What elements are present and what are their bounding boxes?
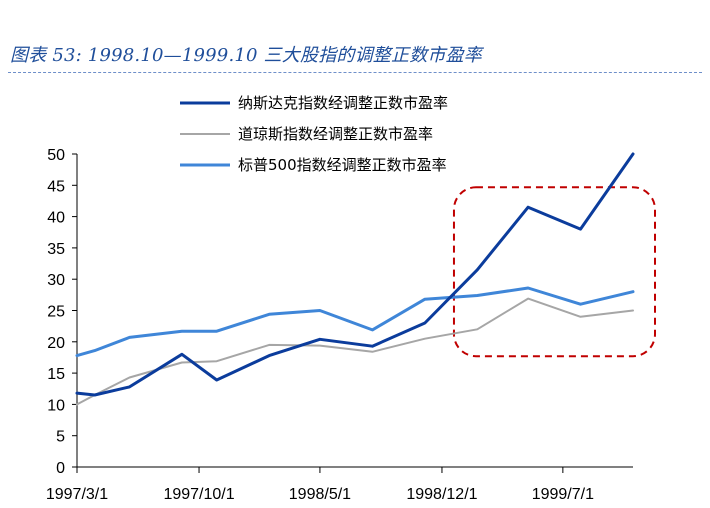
figure-title: 图表 53: 1998.10—1999.10 三大股指的调整正数市盈率 xyxy=(10,45,483,66)
series-layer xyxy=(75,152,635,406)
series-line-2 xyxy=(75,286,635,358)
annotation-layer xyxy=(452,186,657,358)
y-tick-label: 45 xyxy=(47,178,65,195)
legend-label: 道琼斯指数经调整正数市盈率 xyxy=(238,125,433,143)
x-tick-label: 1998/5/1 xyxy=(289,486,351,503)
y-tick-label: 15 xyxy=(47,366,65,383)
y-tick-label: 5 xyxy=(56,429,65,446)
y-tick-label: 40 xyxy=(47,210,65,227)
y-tick-label: 0 xyxy=(56,460,65,477)
y-tick-label: 10 xyxy=(47,397,65,414)
legend: 纳斯达克指数经调整正数市盈率道琼斯指数经调整正数市盈率标普500指数经调整正数市… xyxy=(180,94,448,174)
y-tick-label: 25 xyxy=(47,304,65,321)
x-tick-label: 1998/12/1 xyxy=(406,486,477,503)
y-tick-label: 20 xyxy=(47,335,65,352)
y-tick-label: 35 xyxy=(47,241,65,258)
x-tick-label: 1997/10/1 xyxy=(163,486,234,503)
axes-layer: 0 5 10 15 20 25 30 35 40 45 50 1997/3/1 1997/10/1 199… xyxy=(46,147,633,503)
series-line-0 xyxy=(75,152,635,397)
x-tick-label: 1999/7/1 xyxy=(532,486,594,503)
legend-label: 标普500指数经调整正数市盈率 xyxy=(238,156,447,174)
series-line-1 xyxy=(76,297,634,406)
title-divider xyxy=(8,72,702,73)
x-tick-label: 1997/3/1 xyxy=(46,486,108,503)
legend-label: 纳斯达克指数经调整正数市盈率 xyxy=(238,94,448,112)
highlight-dashed-box xyxy=(452,186,657,358)
y-tick-label: 30 xyxy=(47,272,65,289)
y-tick-label: 50 xyxy=(47,147,65,164)
